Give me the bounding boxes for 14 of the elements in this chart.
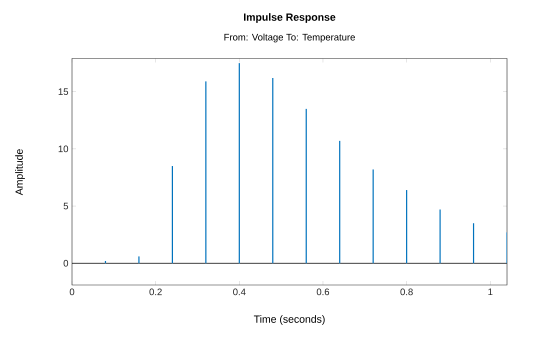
chart-subtitle: From: Voltage To: Temperature [224, 34, 355, 42]
chart-title: Impulse Response [244, 13, 336, 23]
y-axis-title: Amplitude [15, 149, 25, 196]
x-tick-label: 0.4 [233, 288, 246, 296]
x-axis-title: Time (seconds) [254, 315, 325, 325]
x-tick-label: 0.2 [149, 288, 162, 296]
x-tick-label: 0 [70, 288, 74, 296]
x-tick-label: 0.6 [316, 288, 330, 296]
y-tick-label: 5 [64, 202, 68, 210]
y-tick-label: 0 [64, 260, 68, 267]
y-tick-label: 10 [58, 146, 68, 152]
y-tick-label: 15 [58, 88, 68, 95]
x-tick-label: 0.8 [400, 288, 413, 296]
x-tick-label: 1 [488, 288, 492, 296]
